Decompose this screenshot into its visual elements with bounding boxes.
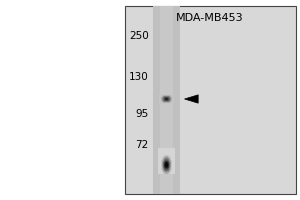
Bar (124, 6, 296, 194)
Text: 250: 250 (129, 31, 148, 41)
Polygon shape (184, 95, 198, 103)
Text: MDA-MB453: MDA-MB453 (176, 13, 244, 23)
Bar (160, 6, 173, 194)
Text: 130: 130 (129, 72, 148, 82)
Bar (153, 6, 180, 194)
Text: 72: 72 (135, 140, 148, 150)
Text: 95: 95 (135, 109, 148, 119)
